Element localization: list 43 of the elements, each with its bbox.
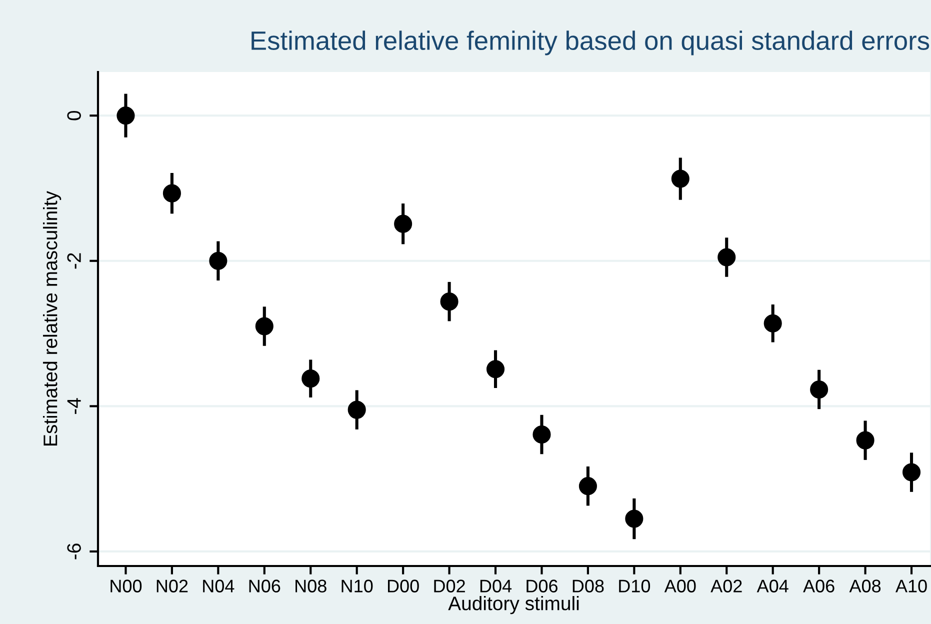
y-tick-label: -6 xyxy=(67,544,81,560)
point xyxy=(394,214,412,233)
x-tick-label: A06 xyxy=(803,580,834,592)
x-tick-label: A10 xyxy=(895,580,927,592)
x-tick-label: D04 xyxy=(480,580,512,592)
point xyxy=(532,425,551,444)
point xyxy=(625,510,644,528)
point xyxy=(718,248,736,266)
point xyxy=(810,380,828,398)
x-tick-label: D02 xyxy=(434,580,465,592)
point xyxy=(348,400,366,419)
x-tick-label: N02 xyxy=(156,580,188,592)
x-tick-label: A04 xyxy=(756,580,788,592)
point xyxy=(486,360,505,378)
x-tick-label: N08 xyxy=(296,580,326,592)
y-axis-title: Estimated relative masculinity xyxy=(43,190,62,446)
point xyxy=(302,370,320,388)
x-tick-label: N04 xyxy=(203,580,234,592)
chart-title: Estimated relative feminity based on quasi standard errors xyxy=(252,30,930,56)
point xyxy=(209,252,228,270)
x-tick-label: A02 xyxy=(710,580,742,592)
x-tick-label: N10 xyxy=(342,580,373,592)
point xyxy=(671,170,690,188)
y-tick-label: 0 xyxy=(67,110,81,120)
point xyxy=(578,477,597,496)
point xyxy=(255,317,274,336)
point xyxy=(162,184,181,202)
x-tick-label: D08 xyxy=(572,580,604,592)
x-tick-label: D10 xyxy=(619,580,650,592)
y-tick-label: -4 xyxy=(67,398,81,414)
x-tick-label: D00 xyxy=(388,580,419,592)
x-tick-label: A00 xyxy=(664,580,696,592)
x-axis-title: Auditory stimuli xyxy=(448,596,579,614)
x-tick-label: N00 xyxy=(110,580,142,592)
point xyxy=(856,431,874,450)
x-tick-label: A08 xyxy=(849,580,881,592)
x-tick-label: N06 xyxy=(249,580,280,592)
point xyxy=(440,292,458,311)
point xyxy=(764,314,782,332)
point xyxy=(116,106,135,125)
y-tick-label: -2 xyxy=(67,253,81,269)
point xyxy=(902,463,921,482)
x-tick-label: D06 xyxy=(526,580,558,592)
